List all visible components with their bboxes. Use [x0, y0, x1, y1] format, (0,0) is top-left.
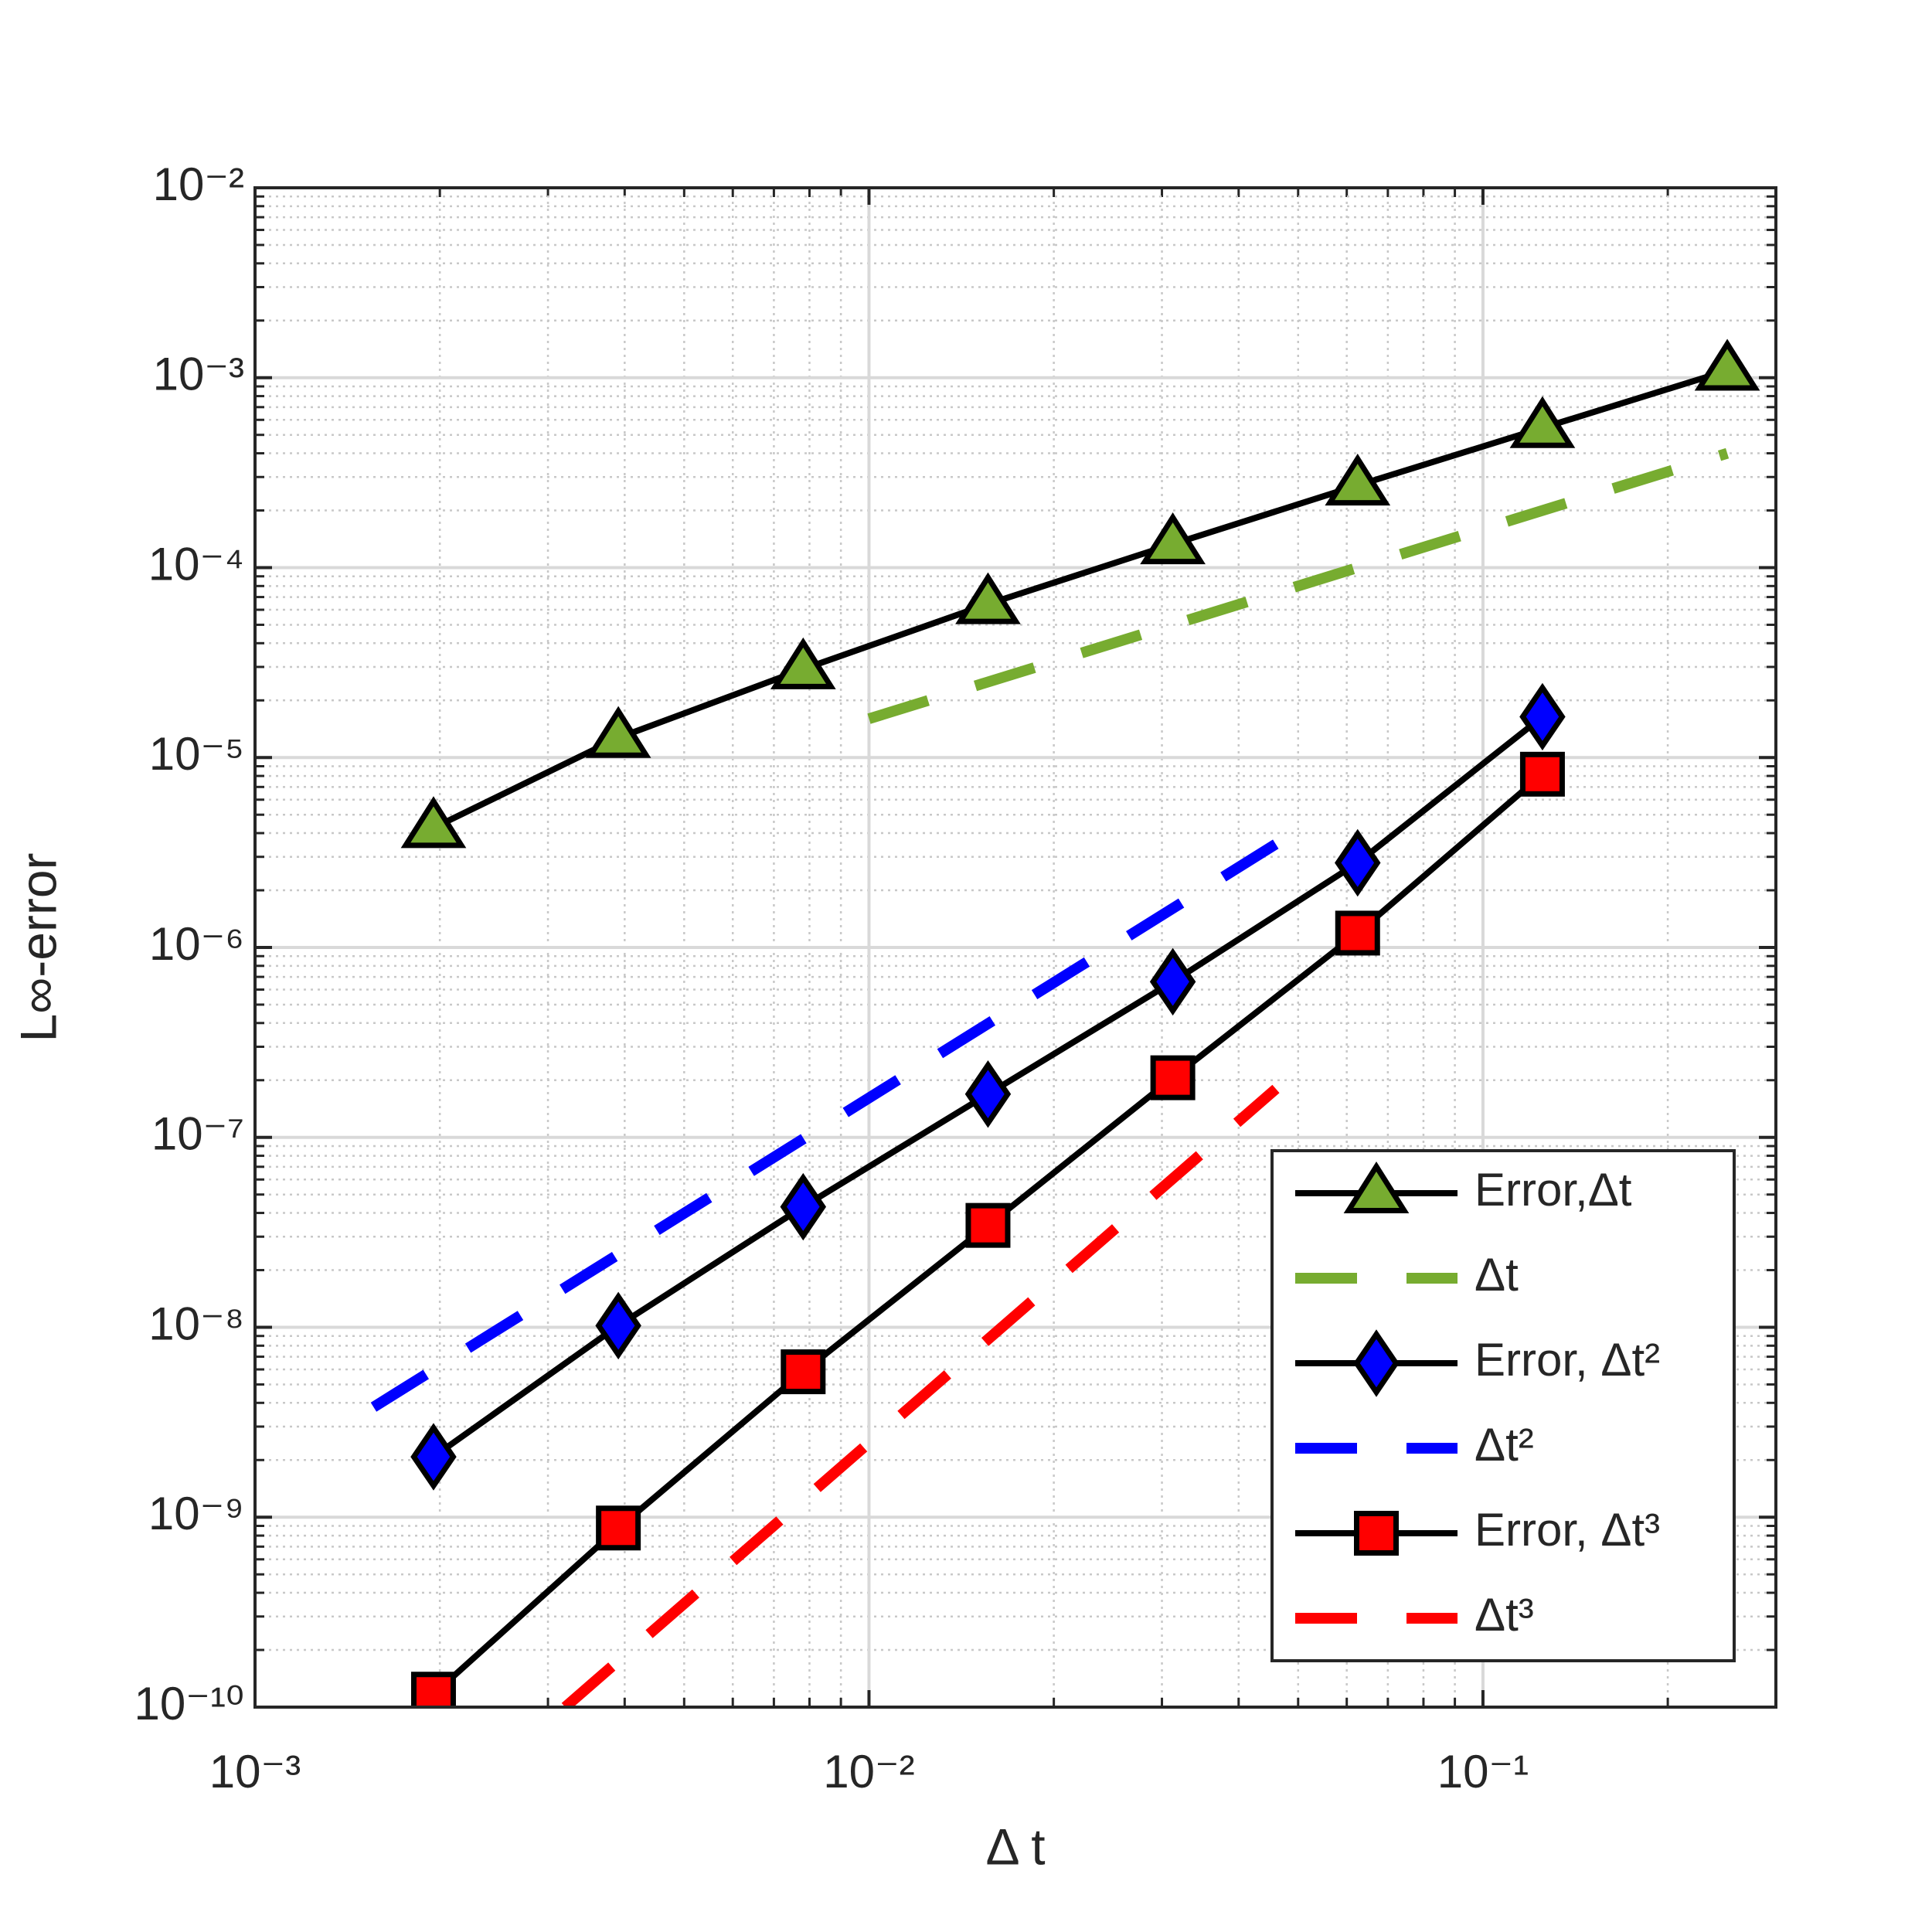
axes-box	[253, 186, 1777, 1709]
marker	[1694, 338, 1760, 391]
x-tick-label: 10⁻³	[209, 1746, 301, 1798]
legend-label: Error, Δt³	[1475, 1504, 1660, 1556]
marker	[780, 1172, 827, 1241]
legend-label: Error,Δt	[1475, 1164, 1632, 1216]
marker	[1140, 512, 1206, 565]
reference-line	[867, 447, 1730, 724]
marker	[1149, 947, 1196, 1016]
legend-label: Δt²	[1475, 1419, 1534, 1471]
marker	[1509, 396, 1576, 448]
legend: Error,Δt Δt Error, Δt² Δt² Error, Δt³ Δt³	[1270, 1149, 1736, 1662]
y-tick-label: 10⁻⁷	[151, 1108, 244, 1160]
marker	[410, 1423, 457, 1491]
marker	[965, 1202, 1011, 1248]
marker	[585, 706, 651, 758]
y-tick-label: 10⁻¹⁰	[134, 1678, 244, 1730]
y-tick-label: 10⁻³	[153, 349, 244, 400]
y-tick-label: 10⁻⁸	[148, 1298, 244, 1349]
marker	[1354, 1511, 1399, 1556]
marker	[1150, 1055, 1196, 1100]
marker	[1335, 910, 1380, 956]
x-tick-label: 10⁻¹	[1437, 1746, 1529, 1798]
reference-line	[370, 830, 1293, 1412]
legend-label: Δt³	[1475, 1589, 1534, 1641]
marker	[781, 1349, 826, 1395]
y-tick-label: 10⁻⁴	[148, 538, 244, 590]
y-tick-label: 10⁻⁵	[149, 728, 244, 780]
y-tick-label: 10⁻²	[153, 158, 244, 210]
marker	[1519, 682, 1566, 751]
marker	[955, 572, 1021, 624]
marker	[595, 1291, 641, 1360]
marker	[770, 637, 836, 689]
marker	[1353, 1329, 1400, 1397]
marker	[1519, 751, 1565, 797]
series-layer	[370, 338, 1760, 1707]
marker	[1335, 828, 1381, 897]
y-tick-label: 10⁻⁶	[149, 918, 244, 970]
legend-label: Δt	[1475, 1249, 1519, 1301]
y-tick-label: 10⁻⁹	[148, 1488, 244, 1539]
marker	[596, 1505, 641, 1551]
reference-line	[561, 1084, 1280, 1707]
marker	[1325, 454, 1391, 506]
y-axis-label: L∞-error	[9, 852, 66, 1042]
legend-box	[1270, 1149, 1736, 1662]
marker	[1343, 1161, 1410, 1213]
marker	[964, 1060, 1012, 1128]
x-tick-label: 10⁻²	[823, 1746, 914, 1798]
marker	[400, 796, 467, 849]
marker	[410, 1672, 456, 1707]
error-line	[432, 367, 1729, 831]
legend-label: Error, Δt²	[1475, 1334, 1660, 1386]
x-axis-label: Δ t	[985, 1818, 1045, 1875]
